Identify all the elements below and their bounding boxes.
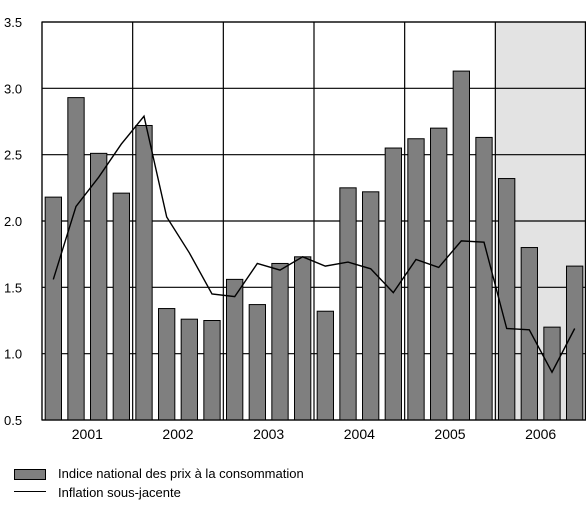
x-tick-label: 2003 (253, 426, 284, 442)
cpi-chart: 0.5 1.0 1.5 2.0 2.5 3.0 3.5 2001 2002 2003 2004 200… (4, 15, 586, 442)
bar (90, 152, 108, 421)
bar (475, 136, 493, 421)
x-tick-label: 2004 (344, 426, 375, 442)
y-tick-label: 3.5 (4, 15, 22, 30)
legend-swatch-line (14, 491, 46, 492)
bar (248, 304, 266, 421)
bar (158, 308, 176, 421)
legend-label-core-inflation: Inflation sous-jacente (58, 485, 181, 500)
core-inflation-line (52, 114, 576, 374)
x-tick-label: 2002 (162, 426, 193, 442)
y-tick-label: 2.0 (4, 214, 22, 229)
plot-frame (41, 21, 586, 421)
bar (452, 70, 470, 421)
bar (430, 127, 448, 421)
bar (44, 196, 62, 421)
bar (520, 247, 538, 421)
bar (316, 310, 334, 421)
y-tick-label: 1.0 (4, 347, 22, 362)
x-tick-label: 2001 (72, 426, 103, 442)
y-tick-label: 0.5 (4, 413, 22, 428)
bar (271, 262, 289, 421)
bar (294, 256, 312, 421)
bar (566, 265, 584, 421)
bar (67, 97, 85, 421)
y-tick-label: 1.5 (4, 280, 22, 295)
y-tick-label: 3.0 (4, 81, 22, 96)
x-tick-label: 2006 (525, 426, 556, 442)
y-tick-label: 2.5 (4, 148, 22, 163)
bar (203, 320, 221, 421)
legend-swatch-bar (14, 469, 46, 480)
bar (180, 318, 198, 421)
legend-label-cpi: Indice national des prix à la consommati… (58, 466, 304, 481)
bar (112, 192, 130, 421)
bar (339, 187, 357, 421)
bar (362, 191, 380, 421)
bar (498, 178, 516, 421)
legend-item-cpi: Indice national des prix à la consommati… (0, 466, 586, 486)
x-tick-label: 2005 (434, 426, 465, 442)
bar (226, 278, 244, 421)
bar (407, 138, 425, 421)
legend-item-core-inflation: Inflation sous-jacente (0, 485, 586, 505)
bar (135, 124, 153, 421)
